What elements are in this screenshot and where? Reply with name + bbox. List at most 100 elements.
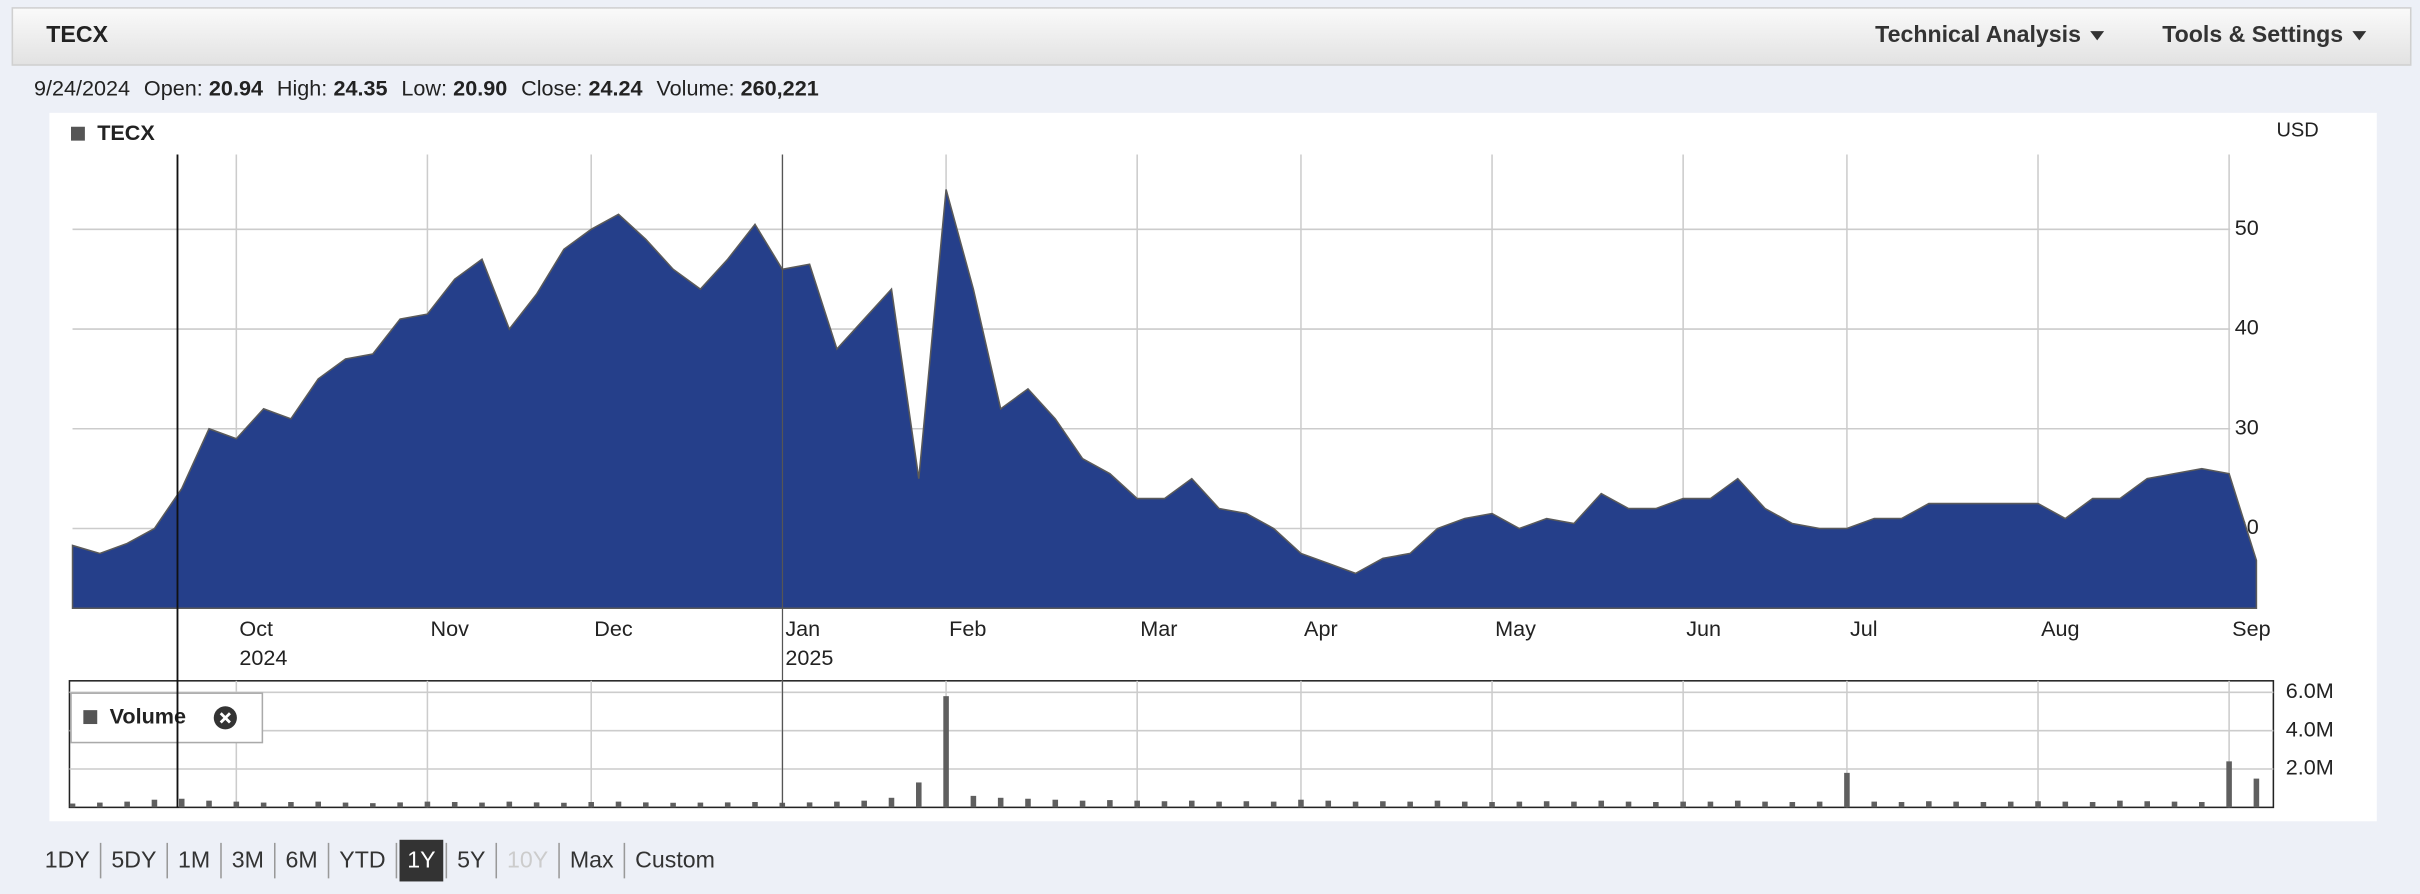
volume-bar (1298, 799, 1304, 808)
range-button-label[interactable]: 10Y (507, 847, 548, 873)
volume-bar (397, 802, 403, 808)
volume-bar (1571, 801, 1577, 808)
range-button-label[interactable]: 6M (286, 847, 318, 873)
volume-bar (178, 798, 185, 808)
x-tick-label: Jul (1850, 616, 1878, 641)
volume-bar (506, 801, 513, 808)
range-button[interactable]: Custom (627, 840, 722, 882)
volume-bar (643, 802, 649, 808)
volume-bar (752, 802, 758, 808)
volume-bar (997, 797, 1004, 808)
range-button-label[interactable]: 3M (232, 847, 264, 873)
x-tick-label: Jan 2025 (785, 616, 833, 670)
volume-bar (1707, 801, 1714, 808)
range-button-bg[interactable] (399, 839, 444, 882)
volume-bar (1489, 802, 1495, 808)
volume-bar (697, 802, 704, 808)
x-tick-label: Nov (431, 616, 470, 641)
volume-bar (151, 799, 158, 808)
range-button[interactable]: 1DY (37, 840, 97, 882)
volume-bar (1953, 801, 1959, 808)
volume-bar (588, 802, 594, 808)
range-button-label[interactable]: 5DY (111, 847, 156, 873)
volume-bar (1407, 801, 1413, 808)
y-tick-label: 4.0M (2286, 716, 2334, 741)
volume-bar (861, 800, 867, 808)
volume-bar (1680, 801, 1686, 808)
menu-arrow[interactable] (2090, 31, 2105, 41)
range-button[interactable]: 1M (170, 840, 218, 882)
volume-bar (2007, 801, 2014, 808)
y-tick-label: 30 (2235, 414, 2259, 439)
volume-bar (2035, 801, 2041, 808)
volume-bar (1543, 801, 1550, 808)
quote-label: Low: (401, 75, 447, 100)
x-tick-label: Apr (1304, 616, 1338, 641)
volume-bar (1025, 798, 1031, 808)
range-button-label[interactable]: 5Y (457, 847, 485, 873)
volume-bar (1325, 800, 1332, 808)
header-bar (11, 7, 2412, 66)
range-button[interactable]: 5DY (104, 840, 164, 882)
range-button-label[interactable]: YTD (339, 847, 385, 873)
volume-bar (451, 802, 458, 808)
x-tick-label: Oct 2024 (239, 616, 287, 670)
volume-bar (1216, 801, 1222, 808)
x-tick-label: Dec (594, 616, 633, 641)
range-button-label[interactable]: 1M (178, 847, 210, 873)
volume-bar (69, 803, 76, 808)
menu[interactable]: Tools & Settings (2162, 21, 2343, 47)
volume-bar (1980, 802, 1987, 808)
volume-bar (1734, 800, 1741, 808)
volume-bar (1270, 801, 1277, 808)
volume-bar (1079, 800, 1086, 808)
volume-bar (424, 801, 431, 808)
range-button-label[interactable]: 1Y (407, 847, 435, 873)
y-tick-label: 6.0M (2286, 678, 2334, 703)
volume-bar (1161, 801, 1168, 808)
volume-bar (2226, 761, 2232, 808)
y-tick-label: 2.0M (2286, 755, 2334, 780)
range-button-label[interactable]: Max (570, 847, 614, 873)
range-button[interactable]: 3M (224, 840, 272, 882)
volume-bar (1898, 802, 1905, 808)
x-tick-label: Aug (2041, 616, 2079, 641)
volume-bar (2144, 801, 2150, 808)
y-tick-label: 50 (2235, 215, 2259, 240)
volume-bar (1134, 800, 1140, 808)
range-button[interactable]: 1Y (399, 839, 444, 882)
volume-bar (834, 801, 840, 808)
quote-value: 24.24 (589, 75, 643, 100)
x-tick-label: Jun (1686, 616, 1721, 641)
volume-bar (1434, 800, 1441, 808)
quote-value: 20.94 (209, 75, 263, 100)
volume-bar (970, 795, 977, 808)
range-button[interactable]: 5Y (449, 840, 493, 882)
volume-bar (1188, 800, 1195, 808)
legend-swatch (70, 126, 85, 141)
volume-bar (1625, 801, 1632, 808)
range-button[interactable]: 6M (278, 840, 326, 882)
volume-bar (2089, 802, 2096, 808)
volume-bar (206, 800, 212, 808)
volume-bar (561, 802, 567, 808)
volume-bar (288, 802, 294, 808)
range-button-label[interactable]: 1DY (45, 847, 90, 873)
range-button[interactable]: 10Y (499, 840, 556, 882)
volume-bar (2253, 778, 2260, 808)
volume-bar (1844, 772, 1850, 808)
range-button[interactable]: Max (562, 840, 621, 882)
menu[interactable]: Technical Analysis (1875, 21, 2081, 47)
legend-swatch (83, 710, 98, 725)
volume-bar (97, 802, 103, 808)
volume-bar (943, 696, 949, 808)
legend-label: Volume (110, 704, 186, 729)
legend-label: TECX (97, 120, 155, 145)
volume-bar (1598, 800, 1605, 808)
range-button[interactable]: YTD (332, 840, 394, 882)
range-button-label[interactable]: Custom (635, 847, 715, 873)
volume-bar (1516, 801, 1523, 808)
volume-bar (1653, 802, 1659, 808)
menu-arrow[interactable] (2352, 31, 2367, 41)
quote-label: High: (277, 75, 327, 100)
